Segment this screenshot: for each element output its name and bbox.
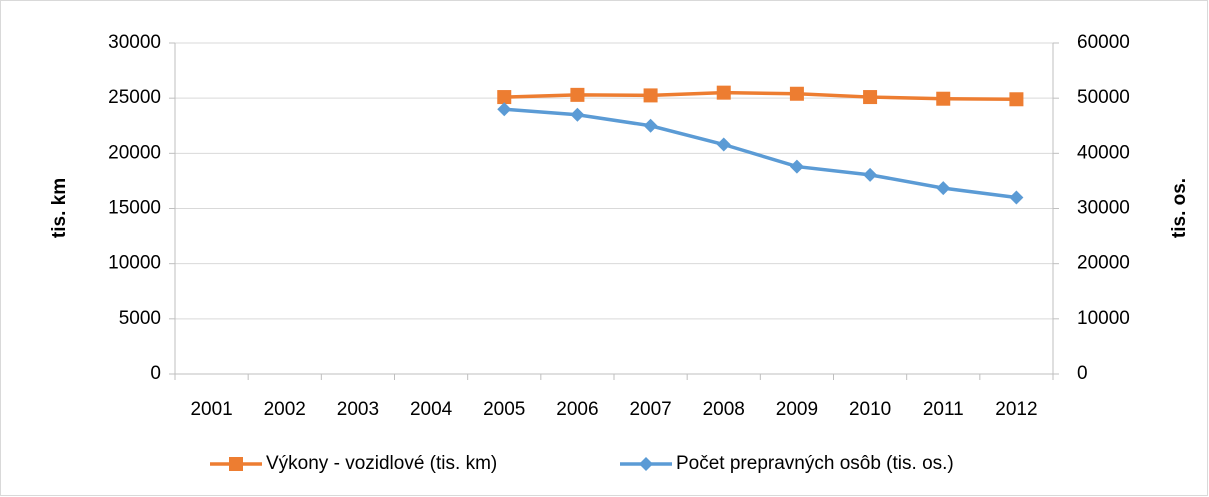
y2-tick-label: 30000 <box>1077 198 1130 219</box>
point <box>789 159 804 174</box>
point <box>863 167 878 182</box>
y-tick-label: 20000 <box>108 142 161 163</box>
x-tick-label: 2010 <box>849 399 891 420</box>
y2-tick-label: 40000 <box>1077 142 1130 163</box>
x-tick-label: 2004 <box>410 399 453 420</box>
point <box>936 91 951 106</box>
point <box>570 107 585 122</box>
x-tick-label: 2001 <box>190 399 232 420</box>
y-tick-label: 15000 <box>108 198 161 219</box>
point <box>1009 92 1024 107</box>
point <box>716 137 731 152</box>
legend-marker <box>229 457 243 471</box>
point <box>570 87 585 102</box>
x-tick-label: 2006 <box>556 399 598 420</box>
x-tick-label: 2011 <box>923 399 964 420</box>
y2-tick-label: 60000 <box>1077 32 1130 53</box>
point <box>789 86 804 101</box>
series-line <box>504 107 1017 200</box>
y-tick-label: 5000 <box>119 308 161 329</box>
x-tick-label: 2012 <box>995 399 1037 420</box>
y-tick-label: 10000 <box>108 253 161 274</box>
y-tick-label: 25000 <box>108 87 161 108</box>
y2-tick-label: 20000 <box>1077 253 1130 274</box>
y2-tick-label: 50000 <box>1077 87 1130 108</box>
x-tick-label: 2008 <box>703 399 745 420</box>
x-tick-label: 2009 <box>776 399 818 420</box>
x-tick-label: 2005 <box>483 399 525 420</box>
legend-marker <box>639 457 653 471</box>
legend-label: Počet prepravných osôb (tis. os.) <box>676 453 954 474</box>
series-line <box>504 90 1017 102</box>
x-tick-label: 2007 <box>629 399 671 420</box>
x-tick-label: 2003 <box>337 399 379 420</box>
y-axis-title: tis. km <box>49 178 70 238</box>
legend-label: Výkony - vozidlové (tis. km) <box>266 453 497 474</box>
x-tick-label: 2002 <box>264 399 306 420</box>
y-tick-label: 30000 <box>108 32 161 53</box>
point <box>863 90 878 105</box>
point <box>497 90 512 105</box>
point <box>716 85 731 100</box>
point <box>936 181 951 196</box>
point <box>1009 190 1024 205</box>
point <box>497 102 512 117</box>
y2-tick-label: 10000 <box>1077 308 1130 329</box>
point <box>643 88 658 103</box>
y2-axis-title: tis. os. <box>1169 178 1190 238</box>
point <box>643 118 658 133</box>
y-tick-label: 0 <box>150 363 161 384</box>
y2-tick-label: 0 <box>1077 363 1088 384</box>
